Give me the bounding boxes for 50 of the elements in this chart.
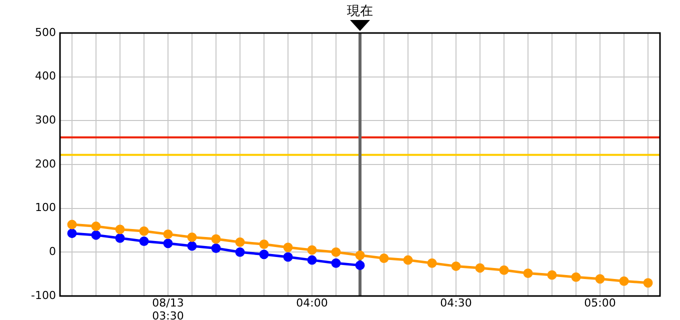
point [331,247,341,257]
y-tick-label: 200 [35,157,56,170]
point [331,258,341,268]
x-tick-label: 08/13 03:30 [152,296,184,320]
y-tick-label: 300 [35,114,56,127]
point [211,234,221,244]
ref-line-label: 現在 [347,4,374,19]
point [115,233,125,243]
point [355,260,365,270]
point [187,232,197,242]
point [379,254,389,264]
point [355,250,365,260]
point [523,268,533,278]
point [235,237,245,247]
point [139,226,149,236]
point [475,263,485,273]
point [211,243,221,253]
point [139,236,149,246]
point [595,274,605,284]
point [451,261,461,271]
x-tick-label: 04:30 [440,296,472,310]
point [307,255,317,265]
y-tick-label: 100 [35,201,56,214]
point [67,228,77,238]
x-tick-label: 05:00 [584,296,616,310]
y-tick-label: 400 [35,70,56,83]
point [91,222,101,232]
y-tick-label: 0 [49,245,56,258]
point [163,238,173,248]
point [403,255,413,265]
point [427,258,437,268]
y-tick-label: 500 [35,26,56,39]
point [67,220,77,230]
point [571,272,581,282]
point [163,229,173,239]
point [619,276,629,286]
point [91,230,101,240]
point [283,242,293,252]
point [187,241,197,251]
point [283,252,293,262]
x-tick-label: 04:00 [296,296,328,310]
point [259,240,269,250]
point [499,265,509,275]
point [235,247,245,257]
y-tick-label: -100 [31,288,56,302]
point [259,250,269,260]
point [547,270,557,280]
point [115,224,125,234]
point [307,245,317,255]
point [643,278,653,288]
